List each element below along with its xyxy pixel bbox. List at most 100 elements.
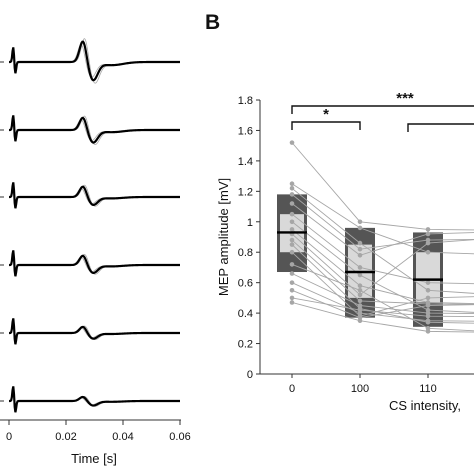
subject-point (425, 231, 431, 237)
subject-point (357, 265, 363, 270)
subject-line (291, 194, 474, 250)
mean-trace (9, 250, 180, 277)
single-trace (9, 318, 180, 345)
x-tick-label: 0.06 (169, 431, 190, 443)
x-tick-label: 100 (351, 383, 369, 395)
subject-point (357, 246, 363, 252)
subject-point (357, 283, 363, 289)
subject-point (289, 227, 295, 232)
y-tick-label: 0.2 (238, 339, 253, 351)
subject-line (291, 233, 474, 296)
subject-line (291, 213, 474, 285)
subject-point (357, 225, 363, 231)
subject-point (289, 211, 295, 217)
subject-line (291, 187, 474, 294)
subject-point (425, 280, 431, 285)
subject-point (357, 303, 363, 308)
mean-trace (9, 115, 180, 144)
subject-point (289, 185, 295, 191)
subject-point (289, 237, 295, 243)
subject-point (425, 318, 431, 324)
x-tick-label: 110 (419, 383, 437, 395)
subject-line (291, 229, 474, 305)
subject-point (289, 271, 295, 276)
subject-point (425, 227, 431, 232)
single-trace (9, 386, 180, 413)
subject-point (425, 240, 431, 246)
subject-point (425, 313, 431, 319)
y-tick-label: 1.2 (238, 186, 253, 198)
subject-point (357, 240, 363, 246)
subject-point (289, 295, 295, 301)
x-tick-label: 0 (6, 431, 12, 443)
subject-point (357, 272, 363, 278)
subject-point (357, 292, 363, 298)
subject-line (291, 297, 474, 318)
significance-bracket (291, 105, 474, 114)
panel-b-boxplot: 00.20.40.60.811.21.41.61.80 100 110**** (238, 90, 474, 395)
panel-b-x-label: CS intensity, (389, 398, 461, 413)
subject-point (289, 249, 295, 255)
subject-point (357, 287, 363, 293)
subject-line (291, 203, 474, 256)
subject-line (291, 302, 474, 333)
subject-point (425, 303, 431, 308)
x-tick-label: 0.04 (112, 431, 133, 443)
y-tick-label: 1.8 (238, 95, 253, 107)
subject-point (289, 140, 295, 145)
significance-star: * (323, 106, 329, 123)
subject-point (289, 192, 295, 197)
single-trace (9, 386, 180, 413)
mean-trace (9, 40, 180, 82)
panel-b-label: B (205, 11, 220, 34)
panel-a-x-label: Time [s] (71, 451, 117, 466)
x-tick-label: 0 (289, 383, 295, 395)
y-tick-label: 0.4 (238, 308, 253, 320)
subject-point (289, 201, 295, 206)
subject-line (291, 282, 474, 322)
subject-point (357, 252, 363, 258)
subject-point (289, 181, 295, 187)
subject-line (291, 244, 474, 324)
subject-line (291, 183, 474, 255)
subject-point (425, 295, 431, 301)
panel-a-traces (0, 38, 180, 413)
significance-bracket (291, 121, 361, 130)
subject-line (291, 221, 474, 313)
subject-line (291, 273, 474, 315)
y-tick-label: 0.6 (238, 278, 253, 290)
subject-line (291, 251, 474, 317)
y-tick-label: 1 (247, 217, 253, 229)
subject-point (425, 329, 431, 334)
single-trace (9, 318, 180, 345)
significance-star: *** (396, 90, 414, 107)
subject-point (289, 280, 295, 285)
subject-point (289, 300, 295, 305)
significance-bracket (407, 123, 474, 132)
single-trace (9, 115, 180, 142)
y-tick-label: 0.8 (238, 247, 253, 259)
y-tick-label: 1.6 (238, 125, 253, 137)
mean-trace (9, 318, 180, 345)
x-tick-label: 0.02 (55, 431, 76, 443)
subject-point (425, 287, 431, 293)
y-tick-label: 1.4 (238, 156, 253, 168)
single-trace (9, 386, 180, 413)
subject-line (291, 239, 474, 305)
panel-b-y-label: MEP amplitude [mV] (216, 178, 231, 296)
mean-trace (9, 386, 180, 413)
box-inner-band (416, 252, 440, 303)
subject-point (289, 262, 295, 267)
subject-point (357, 318, 363, 324)
subject-point (289, 219, 295, 225)
subject-point (357, 307, 363, 313)
subject-point (357, 219, 363, 225)
subject-line (291, 142, 474, 231)
single-trace (9, 318, 180, 345)
subject-point (425, 249, 431, 255)
mean-trace (9, 182, 180, 209)
panel-a-x-axis: 0 0.02 0.04 0.06 (0, 419, 191, 443)
subject-point (357, 298, 363, 304)
subject-point (289, 287, 295, 293)
